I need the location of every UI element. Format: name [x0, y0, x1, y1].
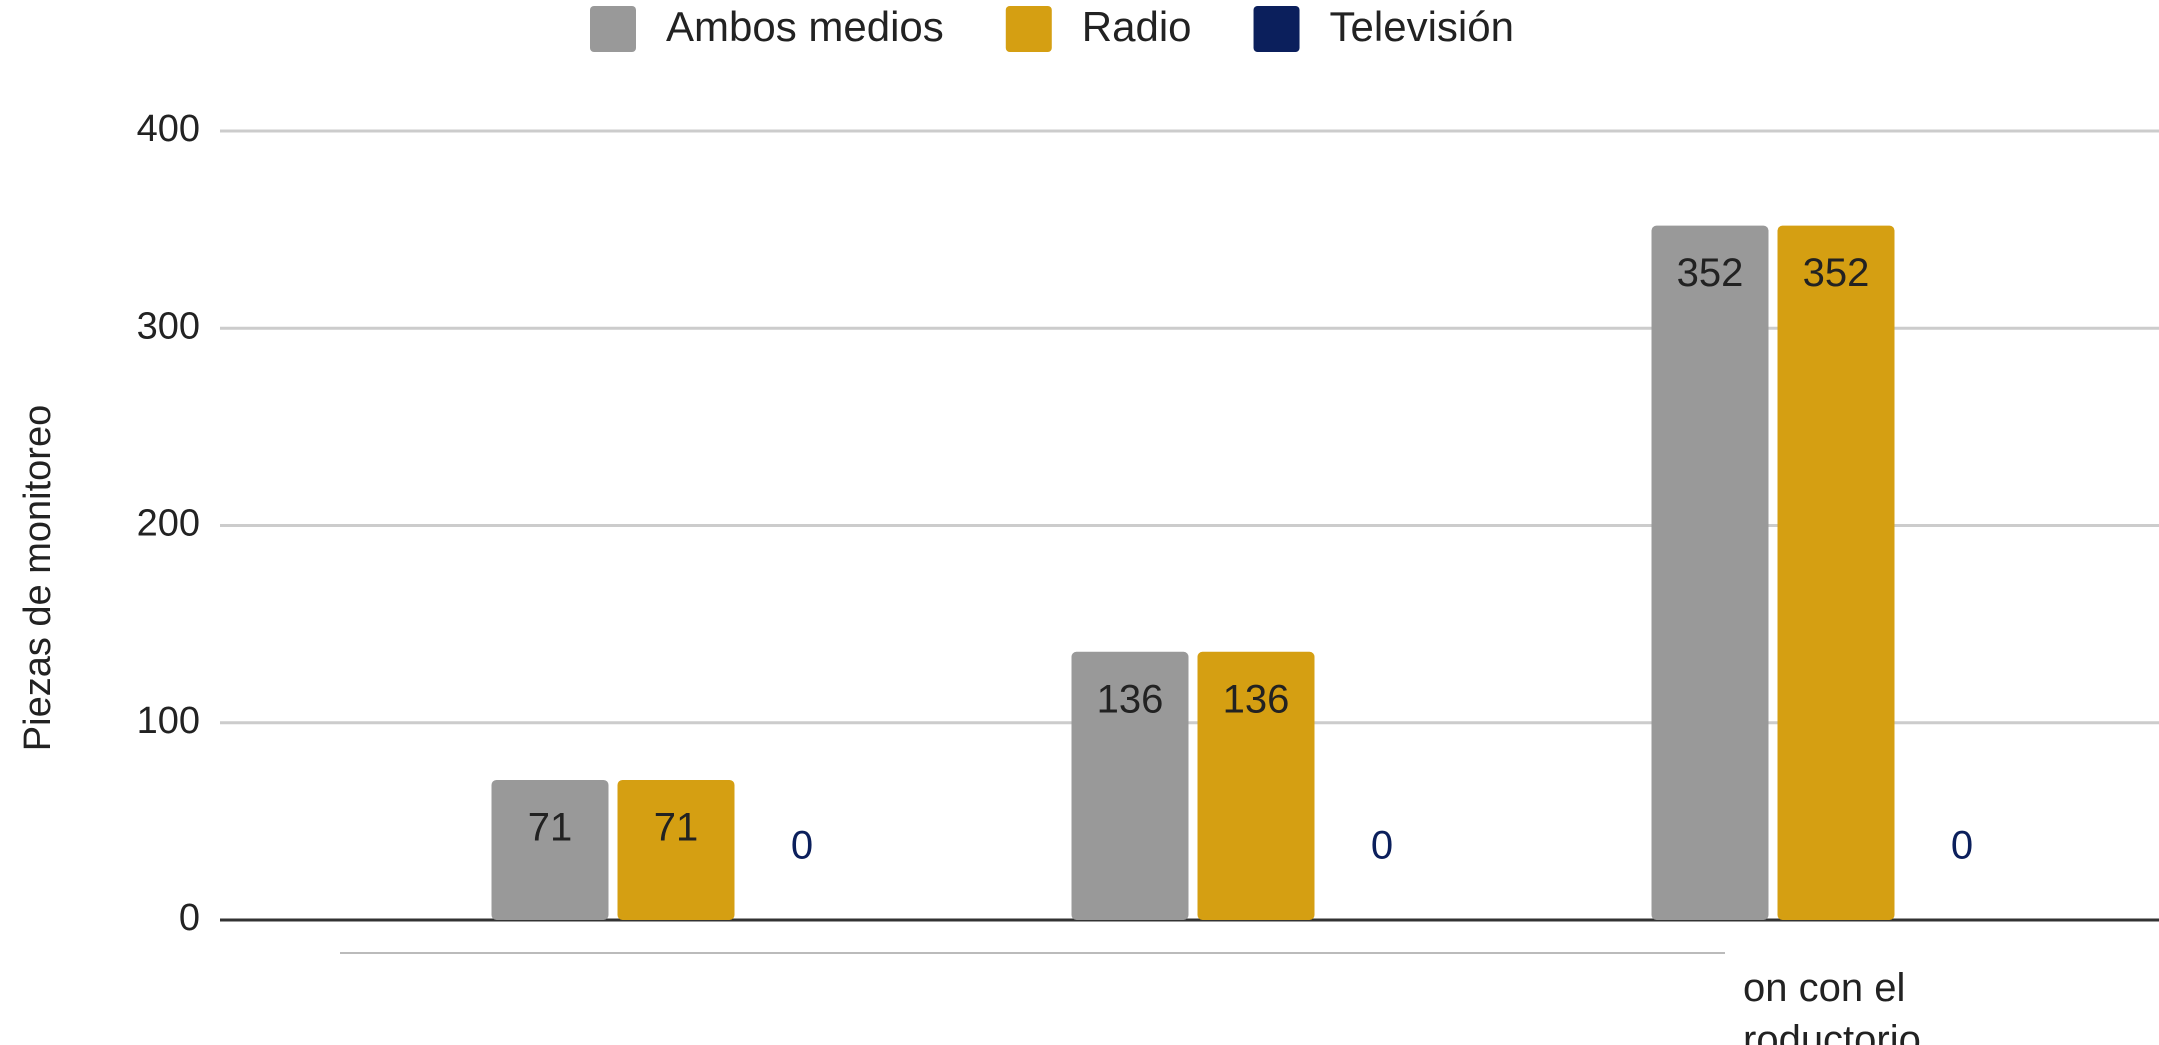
legend-label: Ambos medios — [666, 3, 944, 50]
y-axis-title: Piezas de monitoreo — [17, 405, 59, 751]
data-label: 136 — [1223, 677, 1290, 721]
data-label: 136 — [1097, 677, 1164, 721]
data-label: 352 — [1803, 251, 1870, 295]
y-tick-label: 100 — [137, 700, 200, 742]
data-label: 71 — [654, 806, 699, 850]
y-tick-label: 400 — [137, 108, 200, 150]
y-tick-label: 300 — [137, 305, 200, 347]
y-tick-label: 200 — [137, 503, 200, 545]
data-label: 0 — [791, 824, 813, 868]
data-label: 0 — [1951, 824, 1973, 868]
bar — [1778, 226, 1895, 920]
bar — [492, 780, 609, 920]
y-tick-label: 0 — [179, 897, 200, 939]
bar — [618, 780, 735, 920]
data-label: 0 — [1371, 824, 1393, 868]
page: Piezas de monitoreo 0 100 200 300 400 Ambos m… — [0, 0, 2159, 1045]
legend-swatch — [1254, 6, 1300, 52]
legend-swatch — [590, 6, 636, 52]
legend-label: Radio — [1082, 3, 1192, 50]
data-label: 352 — [1677, 251, 1744, 295]
data-label: 71 — [528, 806, 573, 850]
chart: Piezas de monitoreo 0 100 200 300 400 Ambos m… — [0, 0, 2159, 1045]
legend-swatch — [1006, 6, 1052, 52]
bar — [1652, 226, 1769, 920]
legend-label: Televisión — [1330, 3, 1514, 50]
x-tick-label: on con el roductorio — [1743, 962, 1983, 1045]
